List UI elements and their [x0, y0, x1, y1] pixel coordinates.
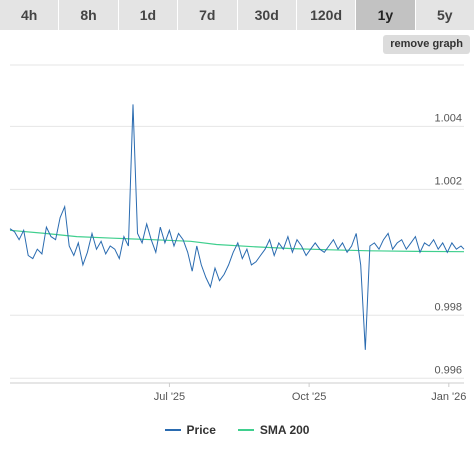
tab-1y[interactable]: 1y	[356, 0, 415, 30]
series-line-sma-200	[9, 229, 465, 253]
x-axis-labels: Jul '25 Oct '25 Jan '26	[154, 391, 467, 403]
legend-swatch-price	[164, 429, 181, 431]
tab-1d[interactable]: 1d	[118, 0, 178, 30]
timeframe-tabs: 4h 8h 1d 7d 30d 120d 1y 5y	[0, 0, 474, 30]
legend: Price SMA 200	[0, 418, 474, 442]
y-tick-label: 0.996	[434, 364, 462, 376]
legend-item-sma-200[interactable]: SMA 200	[237, 423, 310, 437]
series-line-price	[9, 104, 465, 350]
y-tick-label: 1.002	[434, 175, 462, 187]
tab-7d[interactable]: 7d	[178, 0, 237, 30]
remove-graph-button[interactable]: remove graph	[383, 35, 470, 54]
grid-lines	[10, 64, 464, 387]
legend-swatch-sma-200	[237, 429, 254, 431]
tab-30d[interactable]: 30d	[237, 0, 296, 30]
legend-item-price[interactable]: Price	[164, 423, 216, 437]
tab-8h[interactable]: 8h	[59, 0, 118, 30]
y-tick-label: 1.004	[434, 112, 462, 124]
x-tick-label: Jul '25	[154, 391, 185, 403]
price-chart: 0.996 0.998 1.002 1.004 Jul '25 Oct '25 Jan '…	[9, 64, 467, 403]
x-tick-label: Oct '25	[292, 391, 327, 403]
tab-4h[interactable]: 4h	[0, 0, 59, 30]
tab-120d[interactable]: 120d	[296, 0, 356, 30]
y-axis-labels: 0.996 0.998 1.002 1.004	[434, 112, 462, 376]
legend-label-sma-200: SMA 200	[259, 423, 310, 437]
tab-5y[interactable]: 5y	[415, 0, 474, 30]
legend-label-price: Price	[186, 423, 216, 437]
y-tick-label: 0.998	[434, 301, 462, 313]
x-tick-label: Jan '26	[431, 391, 466, 403]
